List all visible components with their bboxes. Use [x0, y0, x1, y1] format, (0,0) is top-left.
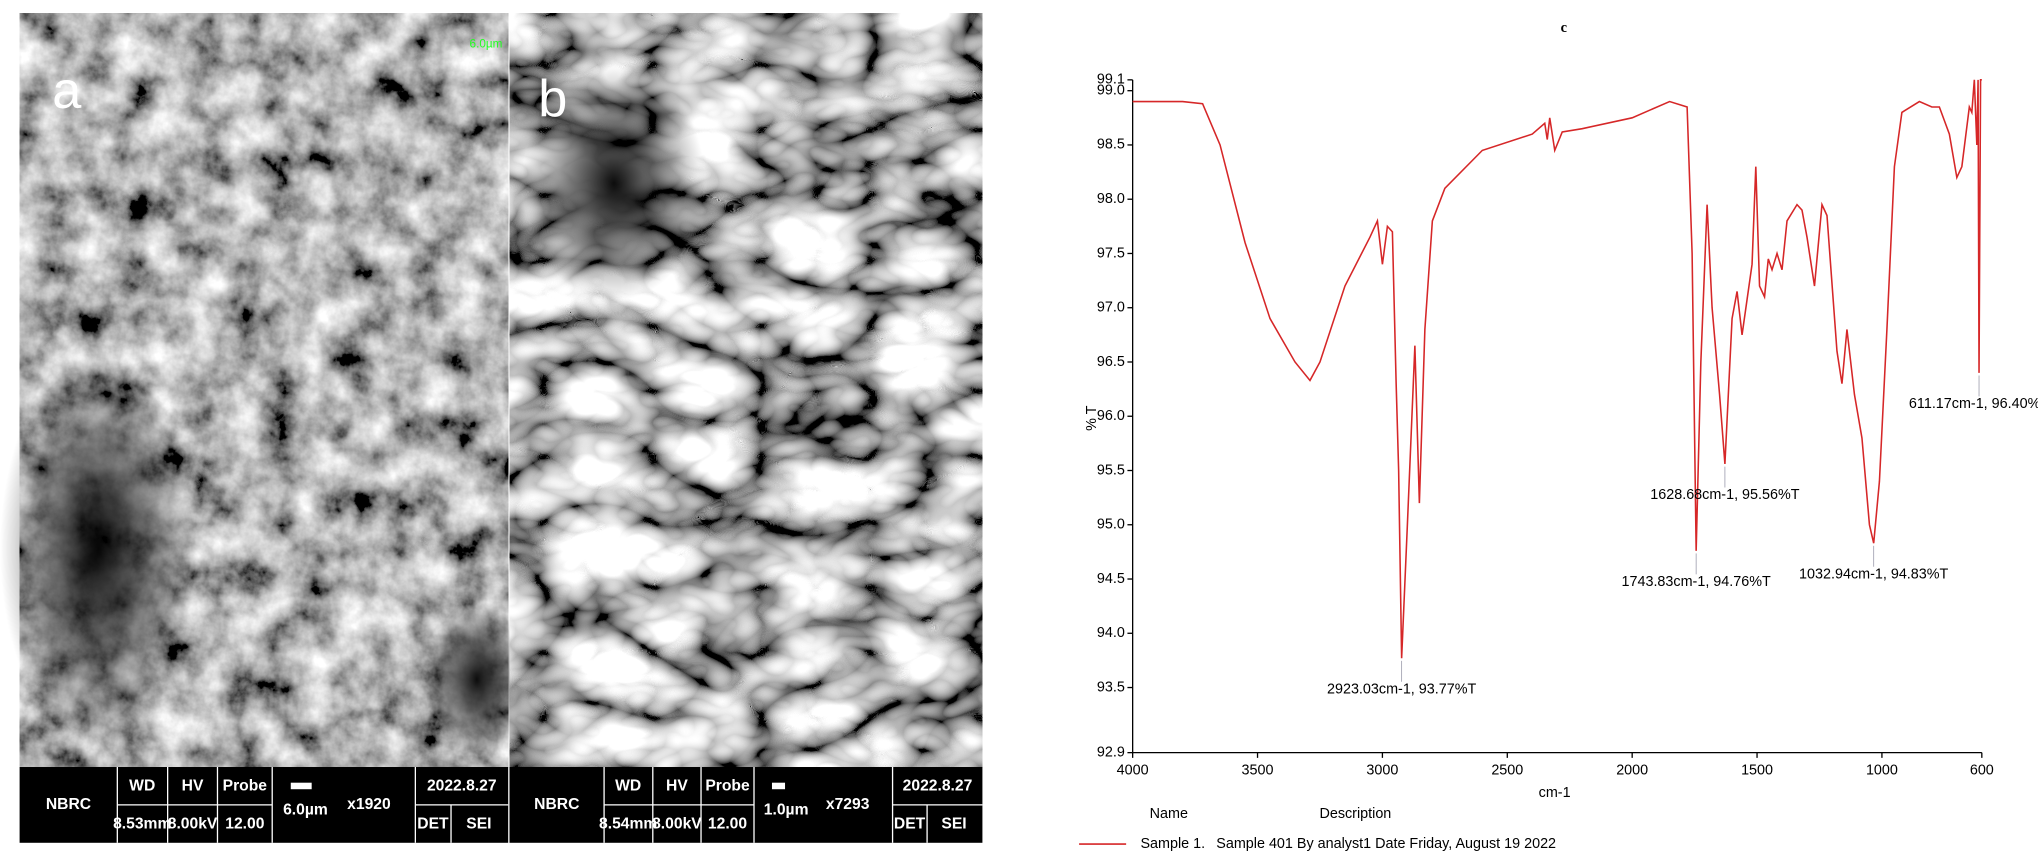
- annotation: 1743.83cm-1, 94.76%T: [1622, 574, 1771, 590]
- annotation: 1032.94cm-1, 94.83%T: [1799, 566, 1948, 582]
- info-text: 2022.8.27: [427, 778, 497, 795]
- info-bar: NBRC WD 8.53mm HV 8.00kV Probe 12.00 6.0µm x1920…: [19, 767, 509, 843]
- info-text: Probe: [223, 778, 268, 795]
- y-tick-label: 96.0: [1097, 408, 1125, 424]
- info-text: 2022.8.27: [903, 778, 973, 795]
- panel-label: b: [538, 70, 567, 128]
- legend-header: Name: [1150, 806, 1188, 822]
- y-tick-label: 95.0: [1097, 517, 1125, 533]
- annotation: 1628.68cm-1, 95.56%T: [1650, 487, 1799, 503]
- legend-header: Description: [1319, 806, 1391, 822]
- legend-label: Sample 1.: [1140, 836, 1205, 852]
- y-tick-label: 99.0: [1097, 82, 1125, 98]
- x-tick-label: 2000: [1616, 763, 1648, 779]
- info-text: 8.53mm: [113, 816, 171, 833]
- panel-label: a: [52, 62, 82, 120]
- info-text: 12.00: [708, 816, 747, 833]
- info-text: DET: [894, 816, 926, 833]
- legend-description: Sample 401 By analyst1 Date Friday, Augu…: [1216, 836, 1556, 852]
- scale-label: 6.0µm: [470, 38, 503, 51]
- info-text: 8.00kV: [652, 816, 702, 833]
- x-tick-label: 4000: [1117, 763, 1149, 779]
- info-text: x7293: [826, 796, 870, 813]
- x-tick-label: 1000: [1866, 763, 1898, 779]
- info-text: NBRC: [534, 796, 579, 813]
- y-axis-label: % T: [1084, 405, 1100, 430]
- info-text: SEI: [941, 816, 966, 833]
- info-text: WD: [615, 778, 641, 795]
- x-tick-label: 3000: [1366, 763, 1398, 779]
- y-tick-label: 95.5: [1097, 462, 1125, 478]
- info-text: DET: [417, 816, 449, 833]
- spectrum-line: [1132, 79, 1982, 659]
- x-tick-label: 3500: [1242, 763, 1274, 779]
- info-text: 12.00: [225, 816, 264, 833]
- sem-image-a: [0, 13, 530, 768]
- info-text: x1920: [347, 796, 391, 813]
- info-text: 8.00kV: [168, 816, 218, 833]
- y-tick-label: 94.5: [1097, 571, 1125, 587]
- x-tick-label: 1500: [1741, 763, 1773, 779]
- info-text: 1.0µm: [764, 801, 809, 818]
- sem-image-b: [509, 13, 983, 768]
- x-axis-label: cm-1: [1539, 785, 1571, 801]
- info-text: 6.0µm: [283, 801, 328, 818]
- y-tick-label: 96.5: [1097, 354, 1125, 370]
- scale-bar: [290, 782, 312, 790]
- info-text: HV: [666, 778, 688, 795]
- y-tick-label: 97.5: [1097, 245, 1125, 261]
- x-tick-label: 2500: [1491, 763, 1523, 779]
- info-text: 8.54mm: [599, 816, 657, 833]
- x-tick-label: 600: [1970, 763, 1994, 779]
- y-tick-label: 98.0: [1097, 191, 1125, 207]
- y-tick-label: 94.0: [1097, 625, 1125, 641]
- info-bar: NBRC WD 8.54mm HV 8.00kV Probe 12.00 1.0µm x7293…: [509, 767, 983, 843]
- annotation: 2923.03cm-1, 93.77%T: [1327, 681, 1476, 697]
- info-text: SEI: [466, 816, 491, 833]
- info-text: Probe: [705, 778, 750, 795]
- chart-title: c: [1561, 20, 1568, 36]
- info-text: HV: [182, 778, 204, 795]
- y-tick-label: 93.5: [1097, 679, 1125, 695]
- y-tick-label: 99.1: [1097, 72, 1125, 88]
- annotation: 611.17cm-1, 96.40%T: [1909, 396, 2038, 412]
- y-tick-label: 98.5: [1097, 137, 1125, 153]
- info-text: WD: [129, 778, 155, 795]
- y-tick-label: 97.0: [1097, 300, 1125, 316]
- y-tick-label: 92.9: [1097, 744, 1125, 760]
- scale-bar: [771, 782, 786, 790]
- info-text: NBRC: [46, 796, 91, 813]
